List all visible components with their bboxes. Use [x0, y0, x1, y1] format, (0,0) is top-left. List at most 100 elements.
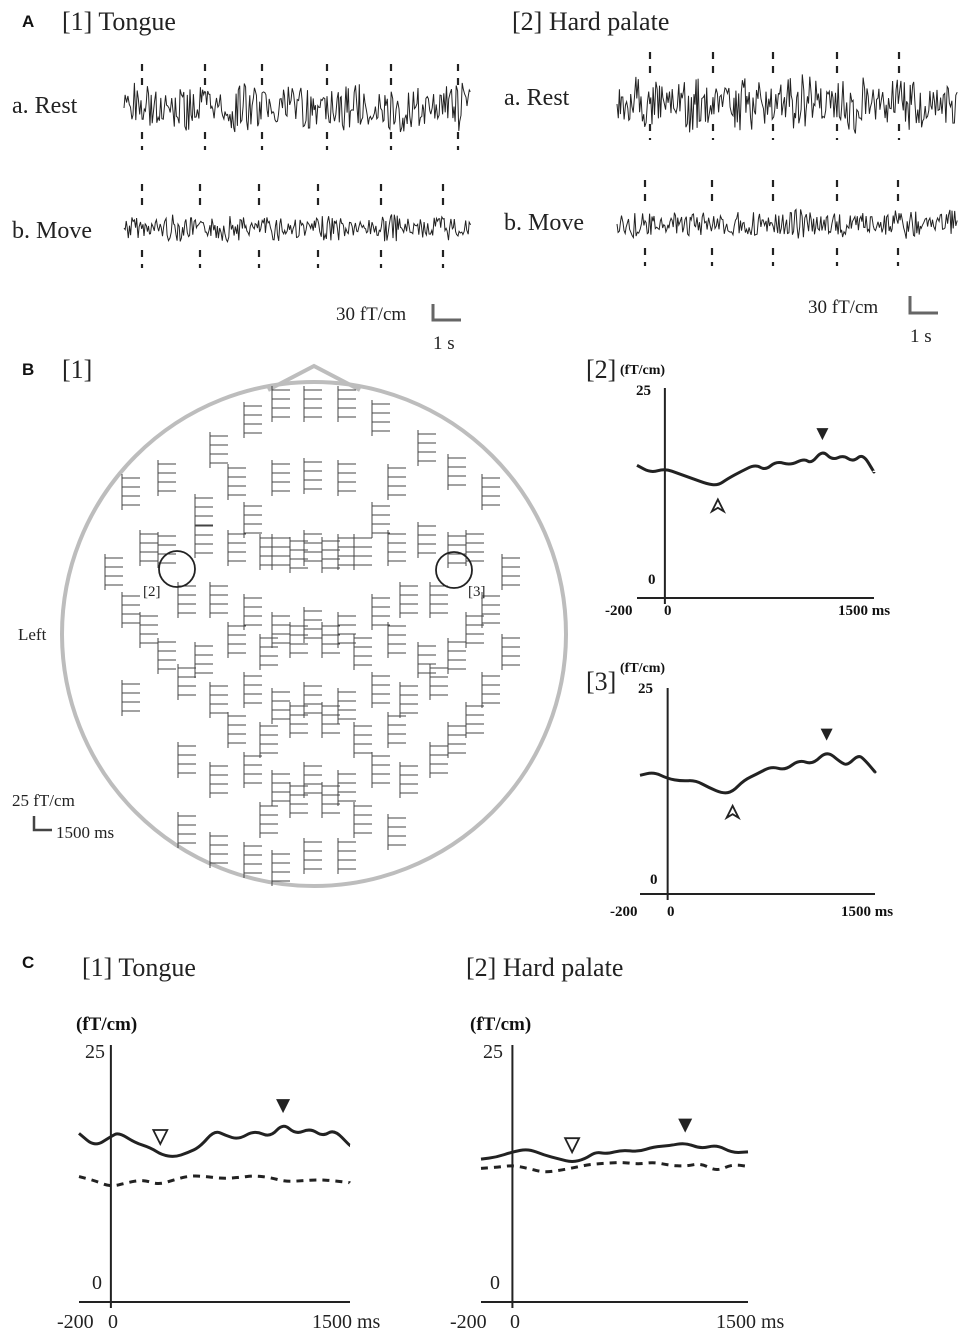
sensor-waveform	[243, 752, 262, 788]
sensor-waveform	[303, 607, 322, 643]
series-line-dashed	[480, 1161, 750, 1174]
plot-c1-unit: (fT/cm)	[76, 1014, 137, 1035]
sensor-waveform	[353, 534, 372, 570]
plot-c1: (fT/cm) 25 0 -200 0 1500 ms	[57, 1014, 381, 1333]
series-line	[480, 1142, 749, 1163]
sensor-waveform	[259, 722, 278, 758]
sensor-waveform	[447, 638, 466, 674]
plot-b3: (fT/cm) 25 0 -200 0 1500 ms	[610, 661, 893, 920]
sensor-waveform	[209, 762, 228, 798]
open-arrowhead	[563, 1137, 581, 1155]
sensor-waveform	[353, 634, 372, 670]
sensor-waveform	[371, 502, 390, 538]
sensor-waveform	[337, 612, 356, 648]
sensor-waveform	[465, 530, 484, 566]
sensor-head-map: [2] [3]	[60, 363, 568, 888]
filled-arrowhead	[276, 1099, 291, 1114]
sensor-waveform	[447, 454, 466, 490]
sensor-waveform	[271, 850, 290, 886]
tongue-move-trace	[123, 184, 472, 268]
sensor-waveform	[194, 642, 213, 678]
sensor-waveform	[429, 742, 448, 778]
sensor-waveform	[271, 386, 290, 422]
sensor-waveform	[209, 432, 228, 468]
sensor-waveform	[227, 622, 246, 658]
head-outline	[60, 380, 568, 888]
sensor-waveform	[157, 638, 176, 674]
sensor-waveform	[337, 534, 356, 570]
sensor-waveform	[289, 702, 308, 738]
sensor-waveform	[387, 464, 406, 500]
palate-rest-trace	[616, 52, 958, 140]
sensor-waveform	[501, 634, 520, 670]
palate-move-label: b. Move	[504, 210, 584, 236]
panel-c-letter: C	[22, 953, 34, 972]
plot-b2-x-zero: 0	[664, 603, 672, 619]
sensor-waveform	[121, 592, 140, 628]
palate-move-trace	[616, 180, 958, 266]
panel-b-map-label: [1]	[62, 355, 92, 384]
sensor-circle-2	[158, 550, 196, 588]
plot-c1-x-min: -200	[57, 1311, 94, 1333]
sensor-waveform	[465, 702, 484, 738]
sensor-waveform	[371, 594, 390, 630]
sensor-waveform	[417, 642, 436, 678]
sensor-waveform	[371, 672, 390, 708]
plot-b3-y-top: 25	[638, 681, 653, 697]
tongue-scale-bar: 30 fT/cm 1 s	[336, 304, 461, 354]
plot-c2-unit: (fT/cm)	[470, 1014, 531, 1035]
sensor-waveform	[337, 838, 356, 874]
plot-c2-y-bottom: 0	[490, 1272, 500, 1294]
plot-b3-y-bottom: 0	[650, 872, 658, 888]
sensor-waveform	[303, 530, 322, 566]
plot-b2-label: [2]	[586, 355, 616, 384]
sensor-waveform	[194, 494, 213, 530]
tongue-rest-label: a. Rest	[12, 93, 78, 119]
sensor-waveform	[209, 582, 228, 618]
sensor-waveform	[271, 770, 290, 806]
sensor-waveform	[501, 554, 520, 590]
sensor-waveform	[177, 582, 196, 618]
plot-b2-unit: (fT/cm)	[620, 363, 665, 378]
nose-outline	[267, 363, 361, 392]
sensor-waveform	[157, 532, 176, 568]
palate-rest-label: a. Rest	[504, 85, 570, 111]
plot-c2-x-zero: 0	[510, 1311, 520, 1333]
left-label: Left	[18, 625, 47, 644]
sensor-waveform	[387, 530, 406, 566]
map-scale-amplitude: 25 fT/cm	[12, 791, 75, 810]
sensor-waveform	[303, 386, 322, 422]
sensor-waveform	[399, 682, 418, 718]
sensor-waveform	[157, 460, 176, 496]
sensor-circle-3	[435, 551, 473, 589]
sensor-waveform	[429, 664, 448, 700]
palate-scale-bar: 30 fT/cm 1 s	[808, 296, 938, 347]
plot-b3-label: [3]	[586, 667, 616, 696]
sensor-label-3: [3]	[468, 584, 486, 600]
sensor-waveform	[104, 554, 123, 590]
sensor-waveform	[321, 782, 340, 818]
sensor-waveform	[387, 814, 406, 850]
plot-b2-x-max: 1500 ms	[838, 603, 890, 619]
sensor-waveform	[303, 682, 322, 718]
sensor-waveform	[387, 622, 406, 658]
palate-scale-amplitude: 30 fT/cm	[808, 297, 878, 318]
panel-a-tongue-title: [1] Tongue	[62, 7, 176, 36]
sensor-waveform	[289, 782, 308, 818]
filled-arrowhead	[678, 1118, 693, 1133]
sensor-waveform	[429, 582, 448, 618]
map-scale-time: 1500 ms	[56, 823, 114, 842]
sensor-waveform	[243, 842, 262, 878]
sensor-waveform	[321, 622, 340, 658]
sensor-waveform	[194, 522, 213, 558]
sensor-waveform	[259, 534, 278, 570]
tongue-rest-trace	[123, 64, 471, 150]
sensor-waveform	[321, 537, 340, 573]
plot-c1-y-bottom: 0	[92, 1272, 102, 1294]
panel-c-palate-title: [2] Hard palate	[466, 953, 623, 982]
sensor-waveform	[209, 832, 228, 868]
sensor-waveform	[271, 612, 290, 648]
plot-b3-x-min: -200	[610, 904, 638, 920]
sensor-waveform	[303, 762, 322, 798]
